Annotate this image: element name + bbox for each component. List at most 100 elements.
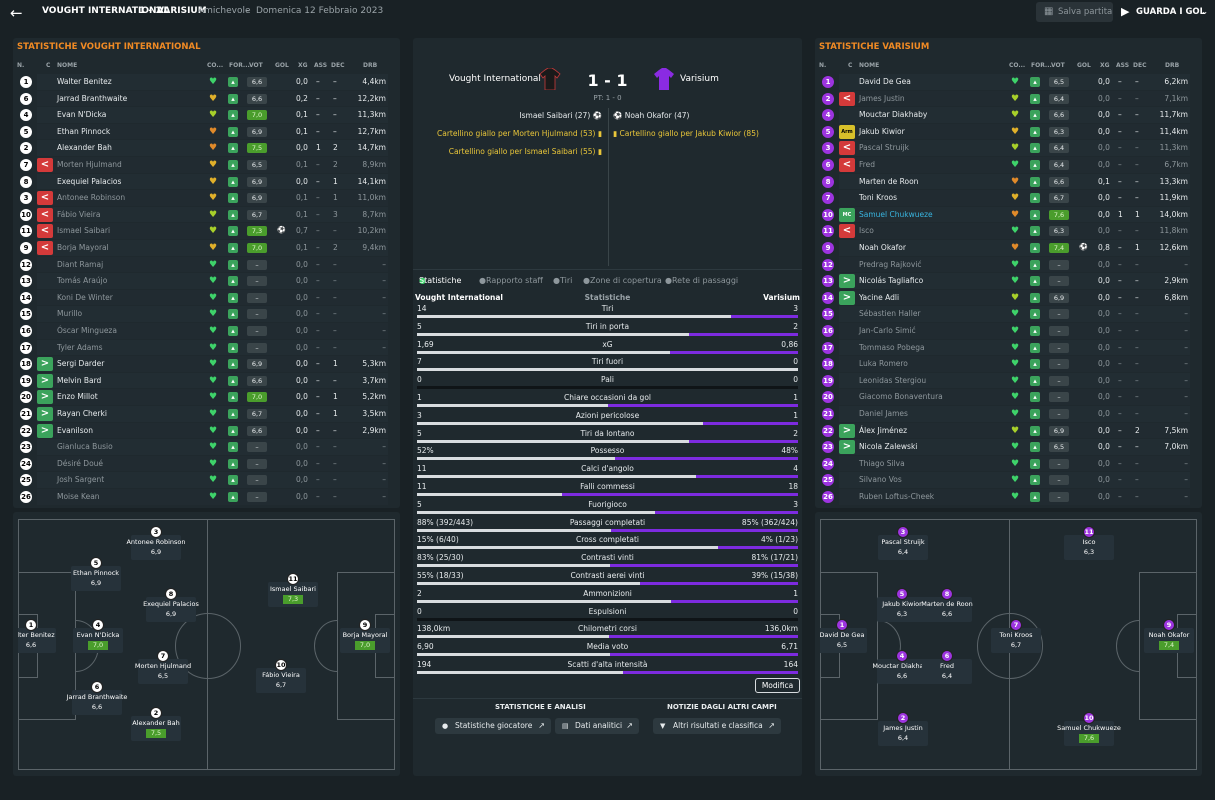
player-name[interactable]: Predrag Rajković [859, 259, 922, 269]
player-name[interactable]: Evanilson [57, 425, 93, 435]
player-row[interactable]: 4 Mouctar Diakhaby ♥ ▴ 6,6 0,0– –11,7km [815, 107, 1202, 124]
player-name[interactable]: Ruben Loftus-Cheek [859, 492, 935, 501]
player-name[interactable]: Melvin Bard [57, 375, 102, 385]
pitch-player[interactable]: 5 Jakub Kiwior 6,3 [872, 588, 932, 624]
player-name[interactable]: Murillo [57, 309, 83, 319]
player-name[interactable]: Giacomo Bonaventura [859, 392, 943, 402]
column-header[interactable]: FOR... [229, 62, 250, 69]
player-name[interactable]: Evan N'Dicka [57, 110, 107, 120]
player-name[interactable]: Marten de Roon [859, 176, 919, 186]
column-header[interactable]: XG [298, 62, 308, 69]
save-match-button[interactable]: ▦ Salva partita [1036, 2, 1113, 22]
player-name[interactable]: Toni Kroos [859, 193, 898, 203]
column-header[interactable]: VOT [249, 62, 263, 69]
player-row[interactable]: 8 Marten de Roon ♥ ▴ 6,6 0,1– –13,3km [815, 173, 1202, 191]
player-row[interactable]: 13 > Nicolás Tagliafico ♥ ▴ –0,0– –2,9km [815, 273, 1202, 290]
player-name[interactable]: Óscar Mingueza [57, 326, 117, 335]
player-row[interactable]: 24 Thiago Silva ♥ ▴ –0,0– – – [815, 455, 1202, 473]
player-name[interactable]: Noah Okafor [859, 243, 906, 252]
pitch-player[interactable]: 4 Mouctar Diakhaby 6,6 [872, 650, 932, 686]
player-name[interactable]: Nicolás Tagliafico [859, 276, 924, 286]
player-row[interactable]: 10 MC Samuel Chukwueze ♥ ▴ 7,6 0,0 1 1 14,0km [815, 206, 1202, 224]
tab-rapporto-staff[interactable]: ● Rapporto staff [479, 276, 543, 285]
column-header[interactable]: ASS [1116, 62, 1130, 69]
pitch-player[interactable]: 4 Evan N'Dicka 7,0 [68, 619, 128, 655]
column-header[interactable]: DRB [363, 62, 378, 69]
player-name[interactable]: Nicola Zalewski [859, 442, 918, 452]
player-row[interactable]: 26 Moise Kean ♥ ▴ –0,0– – – [13, 489, 400, 506]
player-row[interactable]: 7 Toni Kroos ♥ ▴ 6,7 0,0– –11,9km [815, 190, 1202, 207]
player-name[interactable]: Borja Mayoral [57, 243, 109, 252]
player-row[interactable]: 16 Jan-Carlo Simić ♥ ▴ –0,0– – – [815, 323, 1202, 340]
column-header[interactable]: CO... [207, 62, 224, 69]
pitch-player[interactable]: 2 James Justin 6,4 [873, 712, 933, 748]
column-header[interactable]: CO... [1009, 62, 1026, 69]
player-name[interactable]: Jarrad Branthwaite [57, 93, 128, 103]
player-name[interactable]: Tyler Adams [57, 342, 103, 352]
column-header[interactable]: NOME [859, 62, 880, 69]
player-row[interactable]: 25 Silvano Vos ♥ ▴ –0,0– – – [815, 472, 1202, 489]
column-header[interactable]: N. [819, 62, 827, 69]
player-row[interactable]: 9 Noah Okafor ♥ ▴ 7,4 ⚽ 0,8– 1 12,6km [815, 240, 1202, 257]
pitch-player[interactable]: 7 Morten Hjulmand 6,5 [133, 650, 193, 686]
player-name[interactable]: Moise Kean [57, 492, 100, 501]
player-name[interactable]: Pascal Struijk [859, 143, 909, 153]
column-header[interactable]: C [848, 62, 853, 69]
pitch-player[interactable]: 9 Borja Mayoral 7,0 [335, 619, 395, 655]
player-name[interactable]: Gianluca Busio [57, 442, 113, 452]
pitch-player[interactable]: 5 Ethan Pinnock 6,9 [66, 557, 126, 593]
player-name[interactable]: Yacine Adli [859, 292, 900, 302]
player-row[interactable]: 6 < Fred ♥ ▴ 6,4 0,0– –6,7km [815, 157, 1202, 174]
player-row[interactable]: 14 Koni De Winter ♥ ▴ –0,0– – – [13, 289, 400, 307]
tab-rete-passaggi[interactable]: ● Rete di passaggi [665, 276, 739, 285]
player-row[interactable]: 10 < Fábio Vieira ♥ ▴ 6,7 0,1– 3 8,7km [13, 206, 400, 224]
player-row[interactable]: 9 < Borja Mayoral ♥ ▴ 7,0 0,1– 2 9,4km [13, 240, 400, 257]
column-header[interactable]: ASS [314, 62, 328, 69]
player-name[interactable]: Isco [859, 226, 874, 236]
pitch-player[interactable]: 10 Samuel Chukwueze 7,6 [1057, 712, 1121, 748]
pitch-player[interactable]: 3 Antonee Robinson 6,9 [126, 526, 186, 562]
pitch-player[interactable]: 3 Pascal Struijk 6,4 [873, 526, 933, 562]
column-header[interactable]: C [46, 62, 51, 69]
player-row[interactable]: 4 Evan N'Dicka ♥ ▴ 7,0 0,1– –11,3km [13, 107, 400, 124]
player-row[interactable]: 18 Luka Romero ♥ ▴ –0,0– – – [815, 356, 1202, 373]
player-name[interactable]: Walter Benitez [57, 77, 112, 86]
player-row[interactable]: 18 > Sergi Darder ♥ ▴ 6,9 0,0– 1 5,3km [13, 356, 400, 373]
tab-zone-copertura[interactable]: ● Zone di copertura [583, 276, 662, 285]
player-stats-button[interactable]: ● Statistiche giocatore ↗ [435, 718, 551, 734]
player-row[interactable]: 11 < Ismael Saibari ♥ ▴ 7,3 ⚽ 0,7– –10,2km [13, 223, 400, 240]
pitch-player[interactable]: 7 Toni Kroos 6,7 [986, 619, 1046, 655]
player-name[interactable]: Thiago Silva [859, 458, 905, 468]
other-results-button[interactable]: ▼ Altri risultati e classifica ↗ [653, 718, 781, 734]
tab-tiri[interactable]: ● Tiri [553, 276, 573, 285]
pitch-player[interactable]: 11 Ismael Saibari 7,3 [263, 573, 323, 609]
player-row[interactable]: 3 < Pascal Struijk ♥ ▴ 6,4 0,0– –11,3km [815, 140, 1202, 157]
player-name[interactable]: Tommaso Pobega [859, 342, 925, 352]
player-row[interactable]: 15 Murillo ♥ ▴ –0,0– – – [13, 306, 400, 323]
player-name[interactable]: Jakub Kiwior [859, 126, 905, 136]
watch-goals-button[interactable]: ▶ GUARDA I GOL ⌄ [1118, 2, 1210, 22]
player-row[interactable]: 21 Daniel James ♥ ▴ –0,0– – – [815, 406, 1202, 423]
column-header[interactable]: N. [17, 62, 25, 69]
player-row[interactable]: 26 Ruben Loftus-Cheek ♥ ▴ –0,0– – – [815, 489, 1202, 506]
player-row[interactable]: 1 David De Gea ♥ ▴ 6,5 0,0– –6,2km [815, 74, 1202, 91]
player-name[interactable]: Sergi Darder [57, 359, 105, 369]
player-name[interactable]: Samuel Chukwueze [859, 209, 933, 219]
player-row[interactable]: 12 Predrag Rajković ♥ ▴ –0,0– – – [815, 256, 1202, 274]
player-row[interactable]: 24 Désiré Doué ♥ ▴ –0,0– – – [13, 455, 400, 473]
player-name[interactable]: Morten Hjulmand [57, 160, 122, 169]
pitch-player[interactable]: 9 Noah Okafor 7,4 [1139, 619, 1197, 655]
player-name[interactable]: David De Gea [859, 77, 911, 86]
player-row[interactable]: 17 Tyler Adams ♥ ▴ –0,0– – – [13, 339, 400, 357]
analytics-button[interactable]: ▤ Dati analitici ↗ [555, 718, 639, 734]
player-row[interactable]: 7 < Morten Hjulmand ♥ ▴ 6,5 0,1– 2 8,9km [13, 157, 400, 174]
column-header[interactable]: DEC [331, 62, 345, 69]
player-name[interactable]: Tomás Araújo [57, 276, 108, 286]
player-name[interactable]: Désiré Doué [57, 458, 104, 468]
player-row[interactable]: 2 < James Justin ♥ ▴ 6,4 0,0– –7,1km [815, 90, 1202, 108]
player-name[interactable]: Koni De Winter [57, 292, 113, 302]
player-row[interactable]: 16 Óscar Mingueza ♥ ▴ –0,0– – – [13, 323, 400, 340]
player-name[interactable]: Exequiel Palacios [57, 176, 122, 186]
player-row[interactable]: 19 > Melvin Bard ♥ ▴ 6,6 0,0– –3,7km [13, 372, 400, 390]
pitch-player[interactable]: 8 Exequiel Palacios 6,9 [141, 588, 201, 624]
